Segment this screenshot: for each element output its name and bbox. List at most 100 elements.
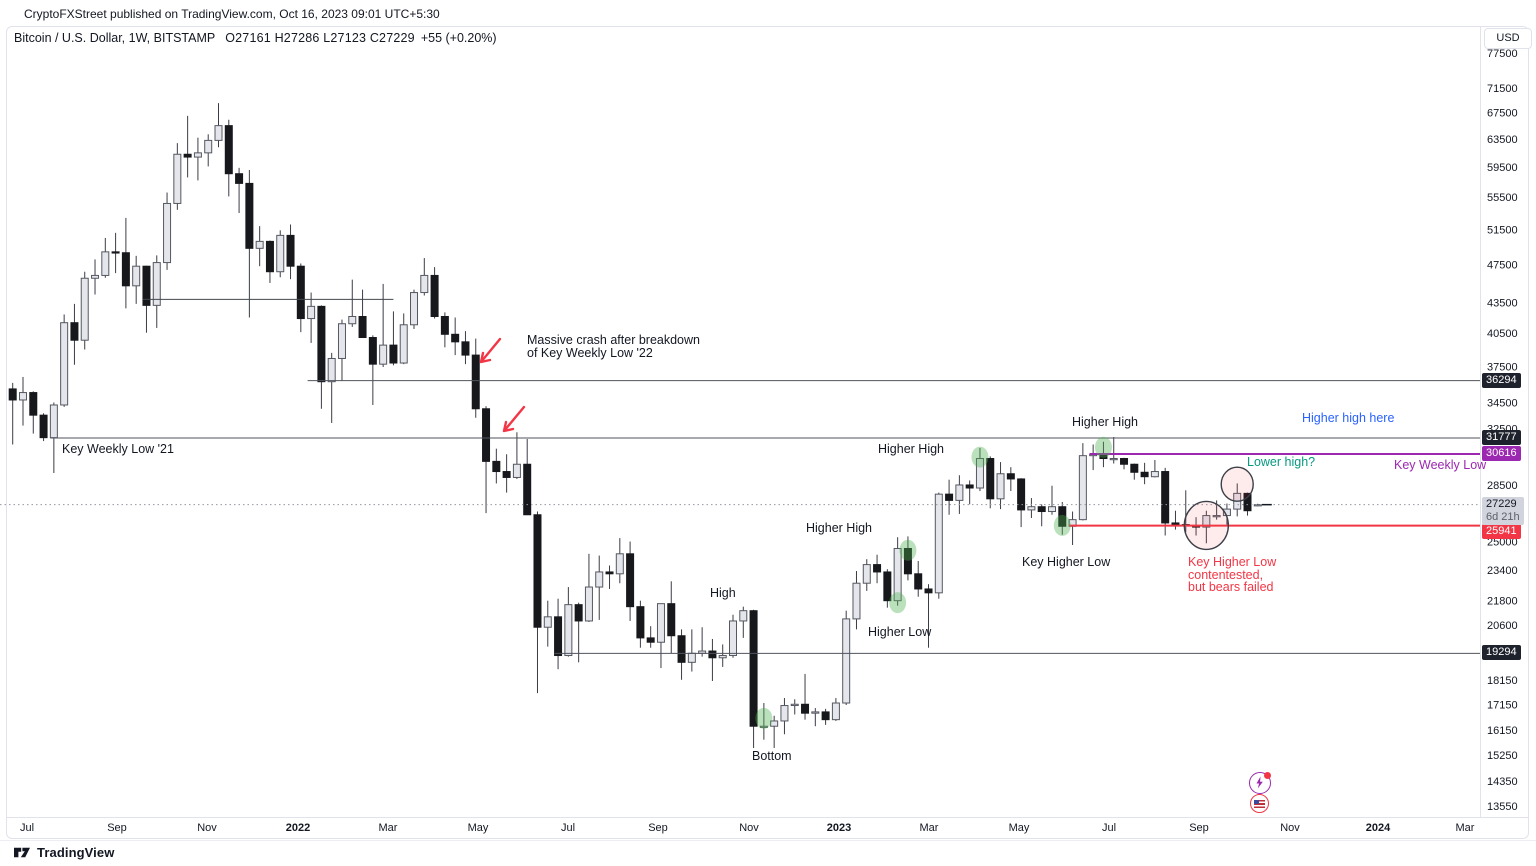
price-tick-label: 17150	[1487, 699, 1518, 711]
candle-up	[193, 152, 202, 158]
green-highlight-circle	[1053, 514, 1071, 536]
price-axis-separator	[1480, 27, 1481, 817]
candle-down	[533, 514, 542, 628]
candle-down	[142, 265, 151, 306]
price-axis-label: 19294	[1482, 645, 1521, 661]
candle-up	[255, 240, 264, 249]
candle-down	[1130, 463, 1139, 473]
green-highlight-circle	[1094, 436, 1112, 458]
time-tick-label: Jul	[20, 822, 34, 834]
candle-up	[656, 603, 665, 643]
time-tick-label: May	[468, 822, 489, 834]
price-axis-label: 25941	[1482, 523, 1521, 539]
candle-up	[811, 711, 820, 714]
candle-up	[862, 564, 871, 584]
footer-separator	[0, 840, 1536, 841]
green-highlight-circle	[899, 539, 917, 561]
chart-annotation: Higher High	[878, 442, 945, 456]
time-tick-label: Nov	[197, 822, 217, 834]
publish-info: CryptoFXStreet published on TradingView.…	[24, 7, 440, 21]
candle-up	[1078, 455, 1087, 521]
candle-down	[235, 173, 244, 184]
candle-up	[564, 604, 573, 657]
candle-up	[379, 344, 388, 365]
candle-down	[677, 635, 686, 663]
candle-up	[80, 277, 89, 341]
candle-up	[790, 703, 799, 707]
price-tick-label: 77500	[1487, 48, 1518, 60]
candle-up	[1027, 506, 1036, 511]
candle-down	[296, 265, 305, 320]
candle-down	[708, 650, 717, 659]
chart-annotation: Lower high?	[1247, 455, 1316, 469]
price-tick-label: 21800	[1487, 596, 1518, 608]
candle-down	[265, 240, 274, 273]
candle-down	[883, 571, 892, 602]
green-highlight-circle	[971, 446, 989, 468]
price-tick-label: 40500	[1487, 328, 1518, 340]
chart-annotation: Higher Low	[868, 625, 932, 639]
flash-event-icon[interactable]	[1249, 772, 1271, 794]
tradingview-brand[interactable]: TradingView	[14, 845, 114, 860]
candle-up	[955, 484, 964, 501]
price-tick-label: 63500	[1487, 134, 1518, 146]
symbol-header: Bitcoin / U.S. Dollar, 1W, BITSTAMP O2716…	[14, 31, 497, 45]
price-tick-label: 43500	[1487, 297, 1518, 309]
candle-down	[451, 333, 460, 343]
candle-down	[70, 322, 79, 341]
chart-annotation: Higher High	[806, 521, 873, 535]
candle-up	[770, 720, 779, 727]
candle-up	[729, 620, 737, 657]
candle-up	[512, 463, 521, 478]
candle-down	[873, 564, 882, 573]
time-axis-separator	[7, 817, 1529, 818]
currency-toggle-button[interactable]: USD	[1484, 28, 1532, 49]
chart-annotation: Key Weekly Low	[1394, 458, 1487, 472]
us-flag-event-icon[interactable]	[1250, 794, 1269, 813]
candle-down	[1037, 506, 1046, 513]
price-tick-label: 14350	[1487, 776, 1518, 788]
price-tick-label: 37500	[1487, 361, 1518, 373]
candle-up	[163, 202, 172, 264]
candle-down	[924, 588, 933, 594]
green-highlight-circle	[755, 707, 773, 729]
candle-down	[903, 548, 912, 575]
candle-down	[1017, 478, 1026, 511]
chart-annotation: Key Higher Low	[1022, 555, 1111, 569]
candle-up	[1047, 506, 1056, 513]
candle-up	[152, 262, 161, 306]
candle-down	[605, 571, 614, 575]
brand-name: TradingView	[37, 845, 115, 860]
candle-down	[440, 315, 449, 335]
time-tick-label: Jul	[1102, 822, 1116, 834]
candle-down	[1243, 492, 1252, 512]
candle-down	[1171, 522, 1180, 526]
candle-down	[646, 637, 655, 643]
candle-up	[204, 139, 213, 154]
lightning-icon	[1256, 776, 1263, 789]
time-tick-label: Jul	[561, 822, 575, 834]
candle-down	[471, 354, 480, 410]
price-tick-label: 51500	[1487, 224, 1518, 236]
candle-down	[523, 463, 532, 516]
candle-down	[965, 484, 974, 489]
candle-up	[543, 616, 552, 628]
chart-annotation: Key Weekly Low '21	[62, 442, 174, 456]
candle-down	[358, 315, 367, 339]
chart-annotation: Higher High	[1072, 415, 1139, 429]
price-tick-label: 15250	[1487, 750, 1518, 762]
time-tick-label: Sep	[1189, 822, 1209, 834]
price-tick-label: 28500	[1487, 480, 1518, 492]
candle-up	[615, 553, 624, 575]
candle-down	[667, 603, 676, 637]
candle-up	[276, 234, 285, 273]
time-tick-label: Mar	[920, 822, 939, 834]
candle-down	[368, 337, 377, 365]
candle-up	[687, 652, 696, 663]
time-tick-label: Sep	[648, 822, 668, 834]
candle-down	[224, 125, 233, 175]
candle-up	[934, 493, 943, 594]
price-axis-label: 31777	[1482, 429, 1521, 445]
